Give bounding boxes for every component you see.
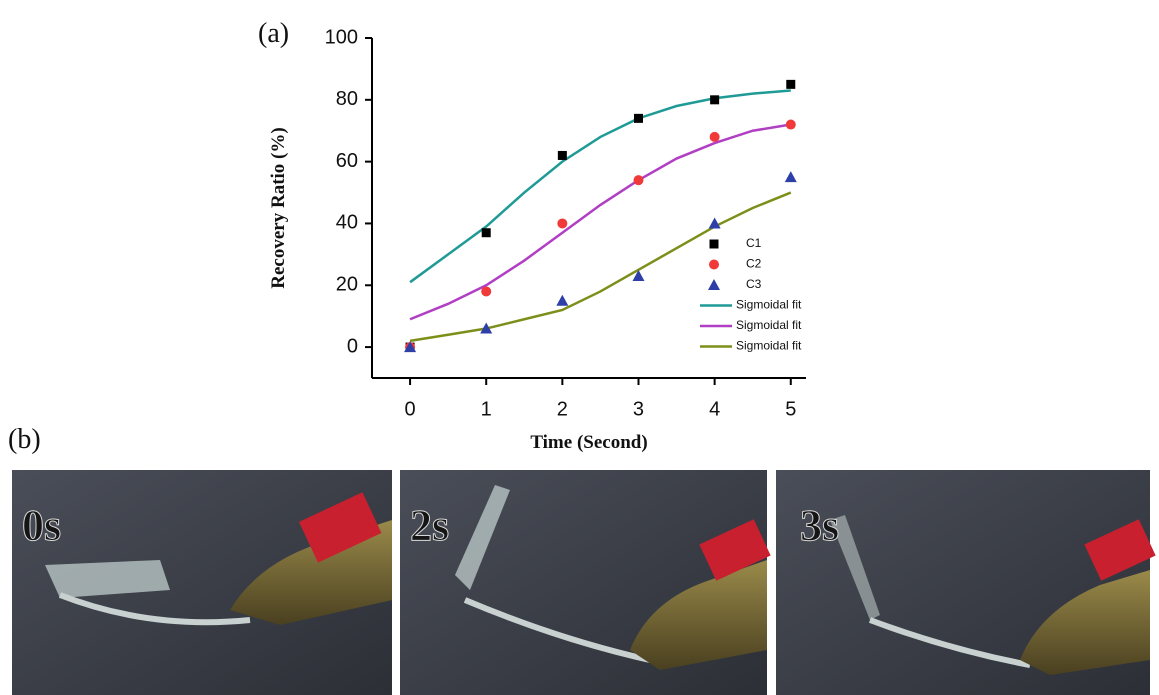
x-tick-label: 3 bbox=[633, 398, 644, 420]
data-point bbox=[557, 218, 568, 229]
data-point bbox=[404, 341, 417, 353]
data-point bbox=[633, 113, 643, 123]
data-point bbox=[556, 294, 569, 306]
y-tick-label: 40 bbox=[336, 212, 358, 234]
photo-panel: 3s bbox=[776, 470, 1156, 695]
data-point bbox=[785, 119, 796, 130]
y-tick-label: 100 bbox=[325, 26, 358, 48]
legend-swatch bbox=[709, 239, 719, 249]
y-axis-title: Recovery Ratio (%) bbox=[268, 127, 289, 288]
y-tick-label: 20 bbox=[336, 274, 358, 296]
x-tick-label: 4 bbox=[709, 398, 720, 420]
legend-label: Sigmoidal fit bbox=[736, 339, 802, 353]
y-tick-label: 80 bbox=[336, 88, 358, 110]
legend-label: C1 bbox=[746, 236, 762, 250]
x-axis-title: Time (Second) bbox=[530, 432, 647, 453]
data-point bbox=[480, 322, 493, 334]
legend-swatch bbox=[708, 279, 720, 290]
y-tick-label: 0 bbox=[347, 335, 358, 357]
y-tick-label: 60 bbox=[336, 150, 358, 172]
panel-label: (a) bbox=[258, 18, 289, 49]
fit-line bbox=[409, 191, 792, 343]
legend-label: C3 bbox=[746, 277, 762, 291]
photo-panel: 2s bbox=[400, 470, 771, 695]
legend-swatch bbox=[709, 259, 719, 270]
data-point bbox=[557, 150, 567, 160]
x-tick-label: 5 bbox=[785, 398, 796, 420]
photo-label: 2s bbox=[410, 501, 449, 550]
data-point bbox=[481, 228, 491, 238]
photo-panel: 0s bbox=[12, 470, 392, 695]
data-point bbox=[784, 171, 797, 183]
fit-line bbox=[409, 89, 791, 284]
data-point bbox=[632, 270, 645, 281]
photo-label: 0s bbox=[22, 501, 61, 550]
legend-label: Sigmoidal fit bbox=[736, 318, 802, 332]
legend-label: Sigmoidal fit bbox=[736, 298, 802, 312]
x-tick-label: 1 bbox=[481, 398, 492, 420]
photo-label: 3s bbox=[800, 501, 839, 550]
x-tick-label: 0 bbox=[405, 398, 416, 420]
panel-label: (b) bbox=[8, 424, 41, 455]
data-point bbox=[786, 79, 796, 89]
data-point bbox=[709, 131, 720, 142]
data-point bbox=[708, 217, 721, 229]
data-point bbox=[481, 286, 492, 297]
fit-line bbox=[409, 123, 791, 321]
data-point bbox=[710, 95, 720, 105]
legend-label: C2 bbox=[746, 257, 762, 271]
x-tick-label: 2 bbox=[557, 398, 568, 420]
data-point bbox=[633, 175, 644, 186]
